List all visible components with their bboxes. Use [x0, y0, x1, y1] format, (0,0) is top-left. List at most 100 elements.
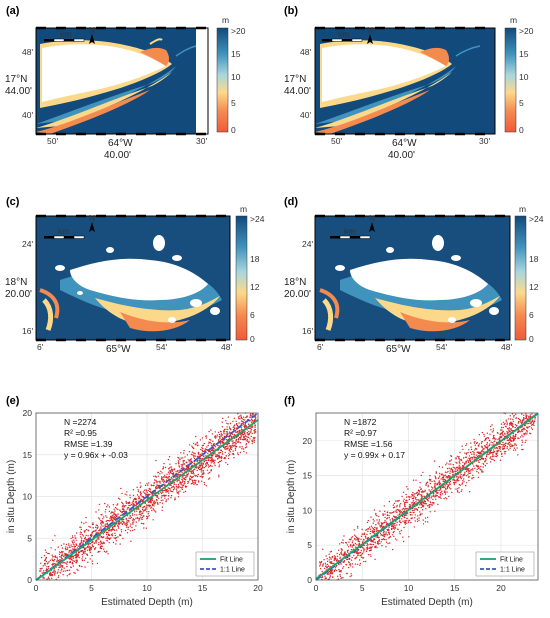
scatter-point: [528, 425, 531, 428]
scatter-point: [397, 509, 400, 511]
svg-text:44.00': 44.00': [284, 86, 311, 97]
scatter-point: [423, 502, 425, 505]
scatter-point: [382, 522, 385, 524]
scatter-point: [383, 530, 385, 532]
scatter-point: [458, 461, 460, 464]
scatter-point: [58, 551, 61, 553]
scatter-point: [69, 549, 72, 551]
scatter-point: [142, 496, 145, 498]
scatter-point: [153, 479, 156, 481]
scatter-point: [161, 495, 163, 497]
scatter-point: [429, 475, 431, 477]
scatter-point: [506, 439, 508, 442]
scatter-point: [391, 525, 393, 527]
scatter-point: [243, 436, 245, 438]
scatter-point: [140, 514, 142, 516]
scatter-point: [150, 499, 152, 501]
scatter-point: [498, 446, 500, 448]
scatter-point: [193, 454, 195, 456]
scatter-point: [45, 560, 48, 563]
scatter-point: [71, 549, 73, 551]
stats-annotation: y = 0.99x + 0.17: [344, 450, 405, 460]
scatter-point: [368, 550, 371, 552]
scatter-point: [241, 417, 243, 420]
scatter-point: [389, 519, 391, 521]
scatter-point: [444, 475, 446, 477]
scatter-point: [401, 509, 403, 511]
scatter-point: [481, 445, 483, 447]
scatter-point: [372, 541, 374, 543]
scatter-point: [241, 448, 243, 450]
y-tick-label: 10: [303, 505, 313, 515]
scatter-point: [405, 493, 407, 496]
scatter-point: [357, 525, 359, 528]
scatter-point: [211, 458, 213, 461]
scatter-point: [170, 484, 172, 486]
scatter-point: [323, 559, 325, 561]
scatter-point: [471, 458, 473, 460]
scatter-point: [470, 468, 472, 471]
scatter-point: [73, 539, 75, 541]
scatter-point: [388, 500, 391, 503]
scatter-point: [517, 417, 520, 420]
scatter-point: [64, 555, 66, 557]
scatter-point: [138, 495, 140, 498]
scatter-point: [199, 475, 201, 478]
scatter-point: [237, 413, 239, 415]
scatter-point: [522, 427, 524, 430]
scatter-point: [85, 547, 87, 549]
scatter-point: [223, 428, 226, 431]
scatter-point: [135, 505, 137, 507]
scatter-point: [186, 454, 188, 456]
scatter-point: [84, 540, 86, 542]
scatter-point: [54, 556, 57, 558]
panel-a-map: (a) km N 48' 40' 17°N: [5, 5, 246, 161]
scatter-point: [206, 449, 209, 451]
legend-fit-label: Fit Line: [220, 557, 243, 564]
scatter-point: [176, 490, 178, 492]
scatter-point: [419, 481, 421, 484]
scatter-point: [517, 437, 519, 439]
scatter-point: [501, 443, 503, 446]
scatter-point: [114, 517, 117, 519]
scatter-point: [413, 509, 415, 512]
scatter-point: [346, 572, 348, 575]
scatter-point: [531, 419, 534, 421]
scatter-point: [367, 544, 369, 546]
scatter-point: [181, 478, 183, 480]
scatter-point: [415, 501, 417, 503]
scatter-point: [441, 490, 443, 492]
scatter-point: [106, 516, 108, 518]
scatter-point: [395, 509, 397, 511]
scatter-point: [181, 488, 183, 491]
scatter-point: [532, 423, 534, 425]
scatter-point: [483, 448, 485, 450]
scatter-point: [326, 560, 329, 562]
scatter-point: [482, 457, 485, 460]
scatter-point: [85, 516, 87, 519]
x-tick-label: 15: [198, 583, 208, 593]
scatter-point: [364, 549, 366, 551]
scatter-point: [231, 444, 233, 446]
svg-text:0: 0: [529, 334, 534, 344]
scatter-point: [99, 528, 101, 530]
scatter-point: [54, 549, 56, 551]
y-tick-label: 0: [27, 575, 32, 585]
scatter-point: [218, 433, 221, 436]
scatter-point: [72, 557, 75, 559]
scatter-point: [486, 462, 488, 465]
scatter-point: [415, 479, 417, 481]
svg-text:m: m: [240, 204, 247, 214]
scatter-point: [185, 461, 187, 463]
scatter-point: [466, 482, 468, 484]
scatter-point: [497, 438, 499, 441]
scatter-point: [494, 438, 496, 440]
scatter-point: [98, 529, 101, 532]
scatter-point: [112, 518, 114, 520]
scatter-point: [165, 477, 168, 479]
scatter-point: [101, 543, 104, 545]
scatter-point: [354, 542, 357, 545]
legend-fit-label: Fit Line: [500, 557, 523, 564]
scatter-point: [428, 489, 430, 491]
scatter-point: [87, 530, 90, 532]
